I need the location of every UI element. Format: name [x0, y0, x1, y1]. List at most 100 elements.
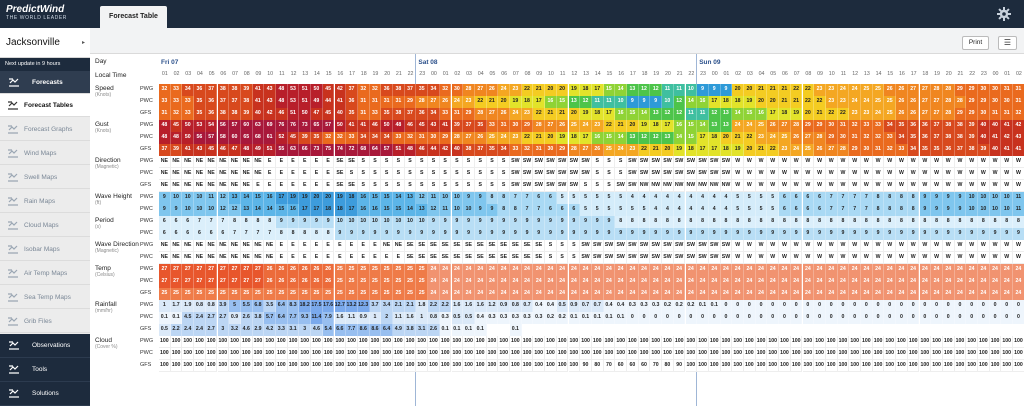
table-cell: 22 — [790, 84, 803, 96]
table-cell: 9 — [591, 228, 604, 240]
table-cell: 41 — [346, 120, 358, 132]
table-cell: 6 — [217, 228, 230, 240]
table-cell: 6 — [159, 216, 171, 228]
table-cell — [673, 324, 686, 336]
table-cell: SW — [627, 156, 639, 168]
table-cell: 100 — [299, 360, 312, 372]
table-cell: SE — [486, 240, 499, 252]
sidebar-item-forecast-graphs[interactable]: Forecast Graphs — [0, 118, 90, 141]
sidebar-item-tools[interactable]: Tools — [0, 358, 90, 382]
table-cell: NE — [194, 252, 206, 264]
table-cell: 47 — [311, 108, 323, 120]
hour-header: 22 — [407, 71, 414, 77]
sidebar-item-sea-temp-maps[interactable]: Sea Temp Maps — [0, 286, 90, 309]
table-cell: E — [276, 240, 288, 252]
table-cell: 75 — [322, 144, 335, 156]
table-cell: NE — [240, 168, 253, 180]
table-cell: W — [767, 252, 780, 264]
table-cell: 51 — [264, 144, 276, 156]
table-cell: 70 — [603, 360, 616, 372]
hour-header: 10 — [267, 71, 274, 77]
table-cell: SW — [720, 252, 733, 264]
table-cell: 25 — [357, 288, 370, 300]
table-cell: 26 — [264, 276, 276, 288]
table-cell: 34 — [884, 120, 897, 132]
table-cell: 36 — [416, 108, 429, 120]
gear-icon[interactable] — [994, 5, 1014, 23]
table-cell: 100 — [603, 336, 616, 348]
table-cell: W — [1001, 240, 1014, 252]
cloud-icon — [9, 78, 19, 87]
table-cell: NE — [182, 180, 195, 192]
hour-header: 11 — [559, 71, 566, 77]
table-cell: 100 — [732, 360, 744, 372]
table-cell: 4 — [708, 204, 721, 216]
table-cell: 24 — [498, 276, 510, 288]
sidebar-item-grib-files[interactable]: Grib Files — [0, 310, 90, 333]
table-cell: 31 — [872, 144, 885, 156]
table-cell: 40 — [451, 144, 464, 156]
table-cell: 9 — [357, 228, 370, 240]
table-cell: 24 — [989, 288, 1002, 300]
table-cell: 100 — [779, 360, 791, 372]
table-cell: 100 — [486, 336, 499, 348]
table-cell: 9 — [720, 84, 733, 96]
table-cell: 100 — [334, 360, 347, 372]
table-cell: 24 — [755, 264, 768, 276]
table-cell: 10 — [194, 204, 206, 216]
table-cell: 19 — [638, 120, 651, 132]
table-cell — [978, 324, 990, 336]
table-cell: 32 — [404, 132, 417, 144]
sidebar-item-cloud-maps[interactable]: Cloud Maps — [0, 214, 90, 237]
table-cell: 5.5 — [240, 300, 253, 312]
tab-forecast-table[interactable]: Forecast Table — [100, 6, 167, 28]
sidebar-item-observations[interactable]: Observations — [0, 334, 90, 358]
sidebar-item-rain-maps[interactable]: Rain Maps — [0, 190, 90, 213]
table-cell: 24 — [720, 288, 733, 300]
table-cell: 100 — [311, 348, 323, 360]
table-cell: E — [299, 156, 312, 168]
sidebar-item-solutions[interactable]: Solutions — [0, 382, 90, 406]
hour-header: 17 — [349, 71, 355, 77]
table-cell: 4 — [697, 204, 709, 216]
print-button[interactable]: Print — [962, 36, 989, 50]
location-selector[interactable]: Jacksonville ▸ — [0, 28, 90, 58]
table-cell: SE — [510, 240, 522, 252]
table-cell: 17 — [533, 96, 546, 108]
table-cell: 1.6 — [334, 312, 347, 324]
sidebar-item-swell-maps[interactable]: Swell Maps — [0, 166, 90, 189]
table-cell: 8 — [978, 216, 990, 228]
table-cell: 61 — [264, 132, 276, 144]
table-cell: 24 — [872, 264, 885, 276]
table-cell: E — [357, 240, 370, 252]
table-cell: 0.5 — [556, 300, 569, 312]
table-cell: 20 — [720, 132, 733, 144]
table-cell: 37 — [931, 120, 943, 132]
table-cell: 24 — [790, 144, 803, 156]
table-cell: 8 — [252, 216, 265, 228]
table-cell: 24 — [556, 276, 569, 288]
table-cell: SW — [650, 252, 663, 264]
table-cell: 9 — [907, 228, 920, 240]
table-cell: 29 — [404, 96, 417, 108]
table-cell: SE — [451, 240, 464, 252]
table-cell: 24 — [790, 264, 803, 276]
sidebar-item-air-temp-maps[interactable]: Air Temp Maps — [0, 262, 90, 285]
table-cell: 25 — [369, 288, 382, 300]
menu-button[interactable]: ☰ — [998, 36, 1017, 50]
table-cell: NE — [170, 180, 183, 192]
sidebar-item-wind-maps[interactable]: Wind Maps — [0, 142, 90, 165]
table-cell: 26 — [322, 276, 335, 288]
sidebar-item-forecast-tables[interactable]: Forecast Tables — [0, 94, 90, 117]
table-cell: 2.7 — [217, 312, 230, 324]
table-cell: 22 — [474, 96, 487, 108]
table-cell: 33 — [170, 96, 183, 108]
table-cell: 27 — [825, 144, 838, 156]
table-cell: SW — [697, 156, 709, 168]
table-cell: NE — [217, 240, 230, 252]
table-cell: SW — [521, 180, 534, 192]
sidebar-item-forecasts[interactable]: Forecasts — [0, 71, 90, 94]
sidebar-item-isobar-maps[interactable]: Isobar Maps — [0, 238, 90, 261]
table-cell: W — [779, 168, 791, 180]
predictwind-logo[interactable]: PredictWind THE WORLD LEADER — [6, 4, 86, 24]
